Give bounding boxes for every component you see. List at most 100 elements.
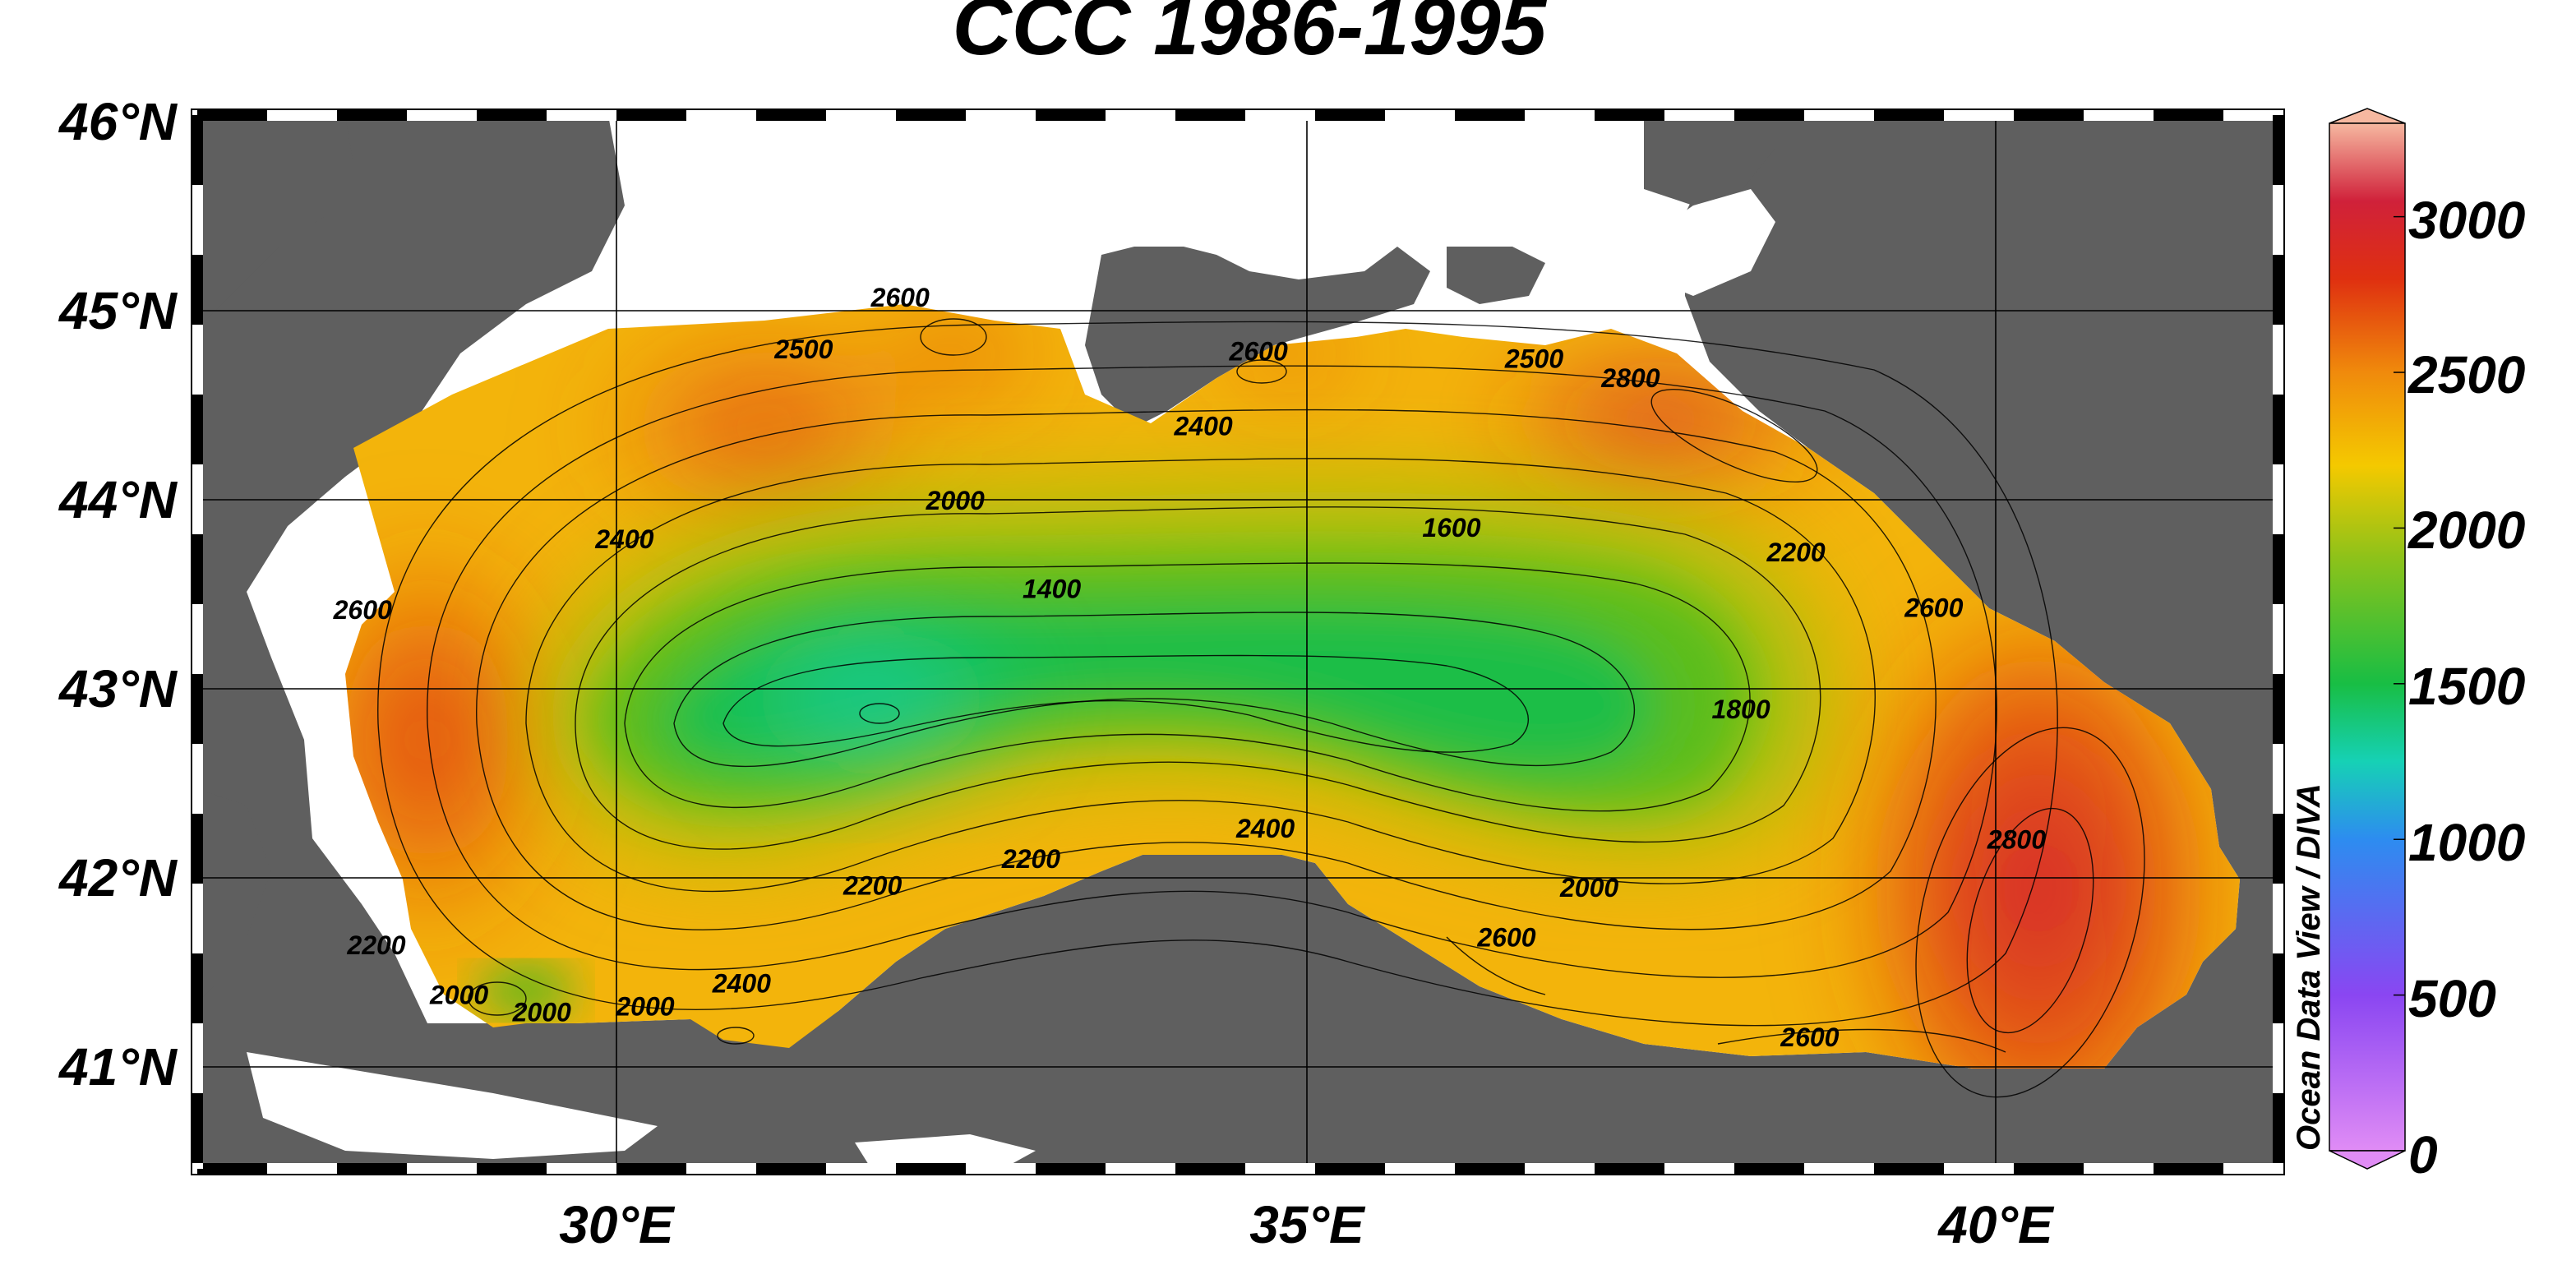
colorbar-label-0: 0 [2408, 1125, 2438, 1184]
frame-segment [2014, 109, 2084, 121]
contour-lines [377, 318, 2145, 1098]
frame-segment [1315, 1163, 1385, 1175]
colorbar-bottom-arrow [2329, 1150, 2406, 1170]
frame-segment [547, 1163, 616, 1175]
lat-label-44: 44°N [58, 470, 178, 529]
frame-segment [267, 109, 337, 121]
frame-segment [192, 464, 203, 534]
contour-label: 1400 [1023, 574, 1081, 603]
frame-segment [192, 953, 203, 1023]
frame-segment [826, 1163, 896, 1175]
colorbar-label-1500: 1500 [2408, 657, 2525, 716]
frame-segment [192, 1163, 203, 1169]
frame-segment [756, 109, 826, 121]
contour-label: 1800 [1711, 695, 1770, 724]
frame-segment [2273, 395, 2284, 464]
contour-label: 2000 [615, 992, 674, 1022]
frame-segment [616, 109, 686, 121]
frame-segment [2273, 1023, 2284, 1093]
contour-label: 2600 [333, 595, 392, 625]
frame-segment [1874, 109, 1944, 121]
frame-segment [2273, 464, 2284, 534]
lon-label-35: 35°E [1249, 1195, 1366, 1254]
frame-segment [1245, 109, 1315, 121]
colorbar-label-3000: 3000 [2408, 191, 2525, 250]
frame-segment [2273, 814, 2284, 884]
frame-segment [1036, 109, 1106, 121]
frame-segment [1664, 1163, 1734, 1175]
frame-segment [2084, 109, 2154, 121]
frame-segment [1525, 109, 1595, 121]
frame-segment [407, 109, 477, 121]
contour-label: 2200 [843, 871, 902, 901]
lat-axis-labels: 46°N 45°N 44°N 43°N 42°N 41°N [58, 92, 178, 1096]
frame-segment [2273, 534, 2284, 604]
frame-segment [2014, 1163, 2084, 1175]
frame-segment [2273, 255, 2284, 325]
graticule [197, 115, 2278, 1169]
lat-label-42: 42°N [58, 848, 178, 907]
frame-segment [966, 109, 1036, 121]
frame-segment [1804, 109, 1874, 121]
frame-segment [197, 1163, 267, 1175]
frame-segment [1944, 1163, 2014, 1175]
contour-label: 2600 [1476, 923, 1535, 953]
frame-segment [2273, 744, 2284, 814]
frame-segment [267, 1163, 337, 1175]
frame-segment [2273, 884, 2284, 953]
contour-label: 2400 [1235, 814, 1295, 843]
frame-segment [966, 1163, 1036, 1175]
frame-segment [337, 1163, 407, 1175]
frame-segment [2273, 674, 2284, 744]
lon-label-30: 30°E [559, 1195, 676, 1254]
frame-segment [1385, 1163, 1455, 1175]
contour-label: 2200 [346, 930, 405, 960]
contour-label: 2400 [594, 524, 653, 554]
frame-segment [2223, 1163, 2278, 1175]
lat-label-41: 41°N [58, 1037, 178, 1096]
contour-label: 2400 [1173, 411, 1232, 441]
coastline-land [197, 115, 1775, 1003]
contour-label: 1600 [1422, 513, 1480, 542]
frame-segment [1455, 109, 1525, 121]
frame-segment [477, 1163, 547, 1175]
frame-segment [1525, 1163, 1595, 1175]
colorbar-label-1000: 1000 [2408, 813, 2525, 872]
frame-segment [192, 884, 203, 953]
colorbar: Ocean Data View / DIVA 3000 2500 2000 15… [2291, 108, 2525, 1184]
frame-segment [1385, 109, 1455, 121]
frame-segment [192, 1023, 203, 1093]
frame-segment [1175, 1163, 1245, 1175]
contour-label: 2200 [1766, 538, 1826, 567]
contour-label: 2600 [1904, 593, 1963, 623]
colorbar-ticks [2394, 215, 2405, 1152]
frame-segment [2273, 1163, 2284, 1169]
frame-segment [1804, 1163, 1874, 1175]
frame-segment [2223, 109, 2278, 121]
frame-segment [192, 674, 203, 744]
frame-segment [1106, 1163, 1175, 1175]
frame-segment [2273, 604, 2284, 674]
frame-segment [1595, 1163, 1664, 1175]
frame-segment [192, 395, 203, 464]
frame-segment [1734, 109, 1804, 121]
frame-segment [337, 109, 407, 121]
contour-label: 2000 [512, 998, 571, 1027]
frame-segment [616, 1163, 686, 1175]
frame-segment [192, 1093, 203, 1163]
frame-segment [2154, 109, 2223, 121]
contour-label: 2800 [1987, 825, 2046, 855]
contour-label: 2400 [712, 969, 771, 999]
frame-segment [192, 255, 203, 325]
frame-segment [1315, 109, 1385, 121]
frame-segment [686, 109, 756, 121]
lat-label-43: 43°N [58, 659, 178, 718]
frame-segment [826, 109, 896, 121]
frame-segment [2273, 325, 2284, 395]
lat-label-45: 45°N [58, 281, 178, 340]
contour-labels: 2600 2500 2600 2400 2500 2800 2000 2400 1600 2200… [333, 283, 2047, 1052]
colorbar-label-2500: 2500 [2407, 345, 2525, 404]
lon-axis-labels: 30°E 35°E 40°E [559, 1195, 2055, 1254]
frame-segment [1175, 109, 1245, 121]
